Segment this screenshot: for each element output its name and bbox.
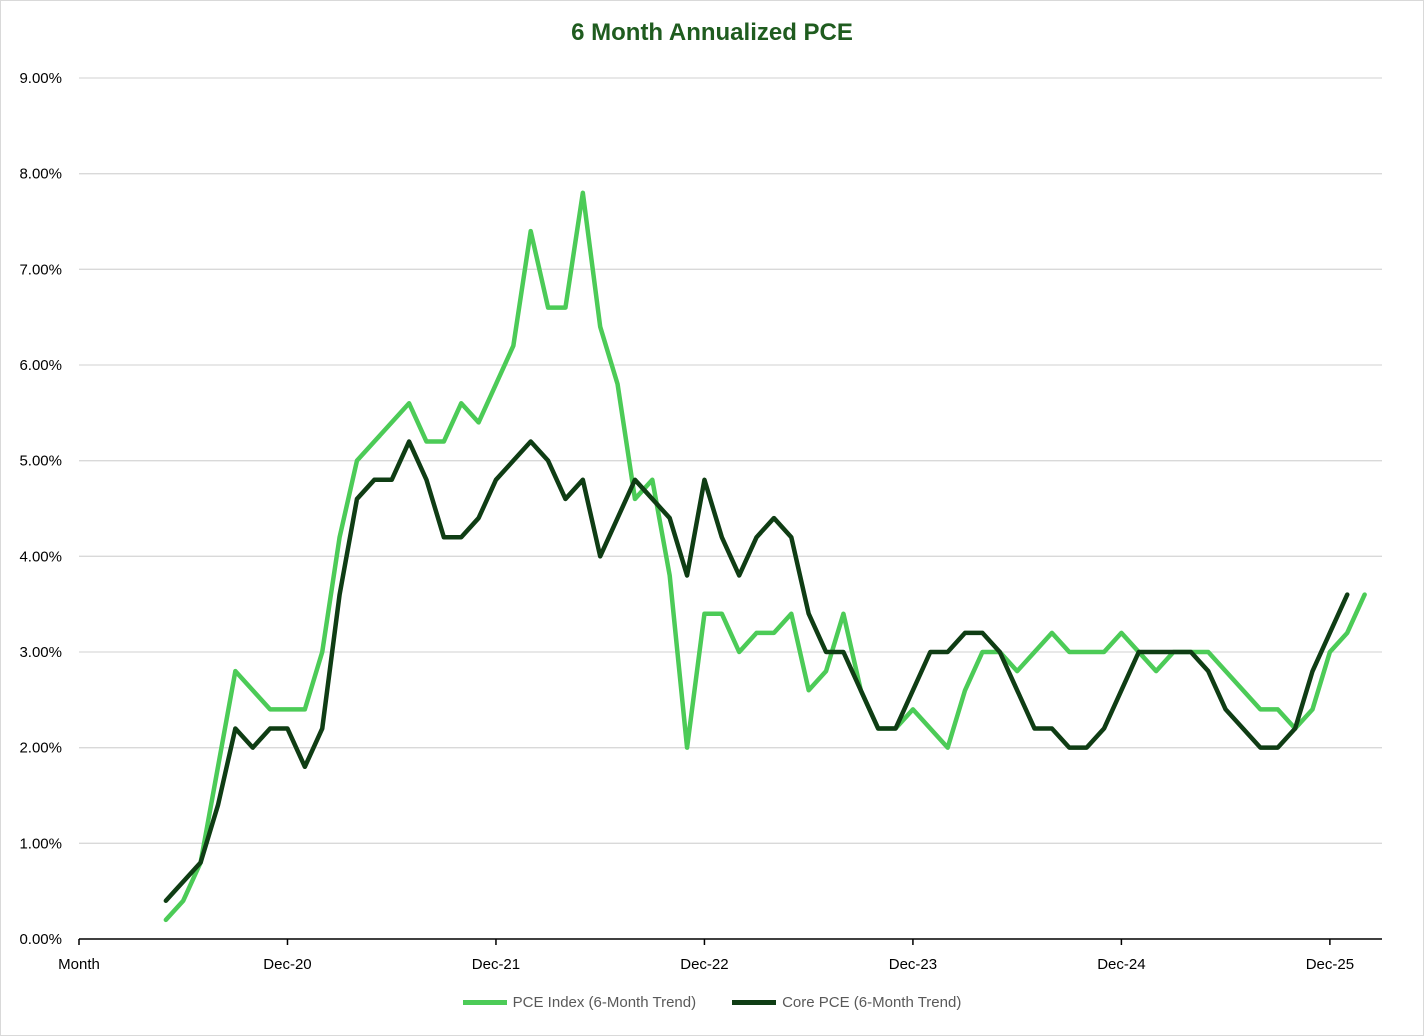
y-tick-label: 4.00% — [19, 548, 62, 565]
legend-swatch-pce-index — [462, 1000, 507, 1005]
y-tick-label: 7.00% — [19, 261, 62, 278]
y-tick-label: 9.00% — [19, 70, 62, 87]
x-tick-label: Month — [58, 956, 100, 973]
x-tick-label: Dec-24 — [1097, 956, 1145, 973]
legend-item-core-pce: Core PCE (6-Month Trend) — [732, 994, 961, 1011]
y-tick-label: 2.00% — [19, 740, 62, 757]
y-tick-label: 3.00% — [19, 644, 62, 661]
x-tick-label: Dec-21 — [472, 956, 520, 973]
y-tick-label: 8.00% — [19, 166, 62, 183]
legend-item-pce-index: PCE Index (6-Month Trend) — [462, 994, 697, 1011]
x-tick-label: Dec-25 — [1306, 956, 1354, 973]
legend-label-pce-index: PCE Index (6-Month Trend) — [512, 994, 697, 1011]
x-tick-label: Dec-23 — [889, 956, 937, 973]
x-tick-label: Dec-20 — [263, 956, 311, 973]
chart-title: 6 Month Annualized PCE — [571, 19, 853, 46]
y-tick-label: 0.00% — [19, 931, 62, 948]
y-tick-label: 1.00% — [19, 835, 62, 852]
legend-swatch-core-pce — [732, 1000, 777, 1005]
series-line-pce-index — [163, 190, 1367, 923]
legend-label-core-pce: Core PCE (6-Month Trend) — [782, 994, 962, 1011]
x-tick-label: Dec-22 — [680, 956, 728, 973]
chart-legend: PCE Index (6-Month Trend) Core PCE (6-Mo… — [0, 994, 1424, 1011]
series-line-core-pce — [163, 439, 1350, 903]
y-tick-label: 6.00% — [19, 357, 62, 374]
y-tick-label: 5.00% — [19, 453, 62, 470]
